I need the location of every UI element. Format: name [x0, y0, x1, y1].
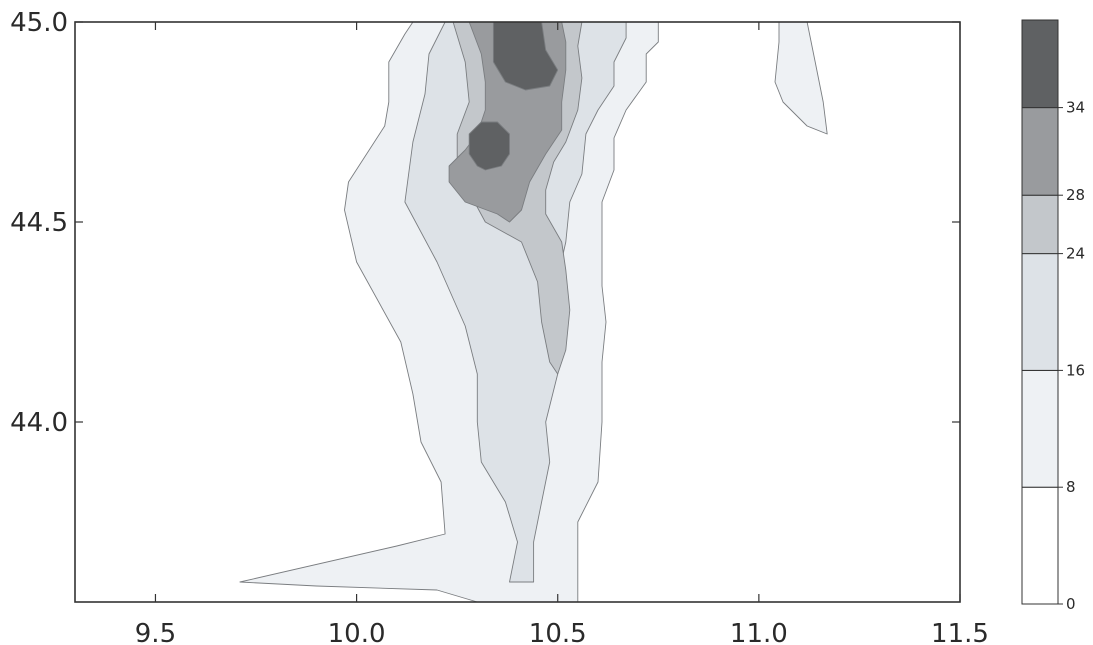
contour-band-5-region-1 [492, 21, 559, 91]
colorbar-segment-16-24 [1021, 253, 1059, 371]
colorbar-label-16: 16 [1066, 361, 1085, 379]
colorbar-label-34: 34 [1066, 99, 1085, 117]
x-axis: 9.5 10.0 10.5 11.0 11.5 [135, 22, 989, 645]
y-axis: 44.0 44.5 45.0 [10, 8, 960, 438]
plot-frame [74, 21, 961, 603]
x-tick-label-9.5: 9.5 [135, 619, 176, 645]
colorbar-segment-24-28 [1021, 194, 1059, 255]
colorbar-segment-28-34 [1021, 107, 1059, 196]
colorbar-segment-8-16 [1021, 369, 1059, 488]
x-tick-label-10.0: 10.0 [328, 619, 386, 645]
y-tick-label-45.0: 45.0 [10, 8, 68, 38]
y-tick-label-44.0: 44.0 [10, 408, 68, 438]
colorbar-label-0: 0 [1066, 595, 1076, 613]
x-tick-label-11.5: 11.5 [931, 619, 989, 645]
colorbar-label-24: 24 [1066, 245, 1085, 263]
contour-band-1-region-2 [774, 21, 828, 135]
contour-band-5-region-2 [468, 121, 510, 171]
colorbar-label-8: 8 [1066, 478, 1076, 496]
x-tick-label-10.5: 10.5 [529, 619, 587, 645]
x-tick-label-11.0: 11.0 [730, 619, 788, 645]
y-tick-label-44.5: 44.5 [10, 208, 68, 238]
colorbar: 0 8 16 24 28 34 [1021, 19, 1085, 613]
contour-layer [239, 21, 828, 603]
colorbar-label-28: 28 [1066, 186, 1085, 204]
colorbar-segment-0-8 [1021, 486, 1059, 605]
colorbar-segment-34-40 [1021, 19, 1059, 109]
